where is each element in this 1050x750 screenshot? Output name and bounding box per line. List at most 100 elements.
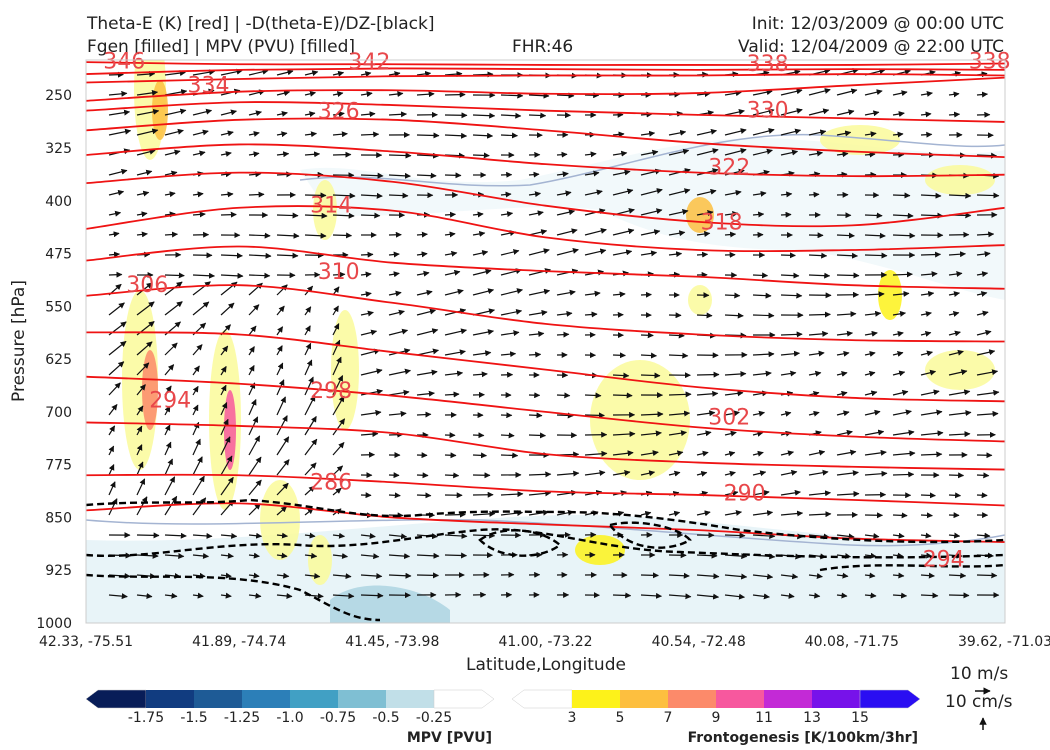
wind-vector-202	[388, 192, 409, 199]
wind-vector-161	[136, 169, 153, 176]
theta-e-label-298: 298	[310, 379, 352, 404]
wind-vector-120	[780, 128, 802, 136]
wind-vector-645	[248, 456, 262, 476]
wind-vector-610	[164, 441, 172, 456]
wind-vector-632	[780, 450, 794, 457]
wind-vector-805	[248, 572, 260, 579]
wind-vector-98	[164, 128, 184, 136]
wind-vector-355	[192, 281, 211, 296]
wind-vector-476	[892, 350, 904, 357]
wind-vector-501	[696, 371, 720, 378]
wind-vector-704	[108, 498, 118, 516]
wind-vector-523	[416, 390, 435, 397]
theta-e-label-330: 330	[747, 99, 789, 124]
wind-vector-386	[164, 301, 183, 316]
wind-vector-247	[752, 211, 765, 218]
theta-e-contour-322	[86, 143, 1005, 178]
wind-vector-771	[192, 552, 209, 559]
wind-vector-176	[556, 171, 569, 178]
wind-vector-479	[976, 349, 996, 356]
y-tick-700: 700	[45, 405, 72, 421]
wind-vector-589	[472, 432, 485, 439]
wind-vector-384	[108, 302, 125, 316]
wind-vector-564	[668, 410, 691, 417]
y-tick-1000: 1000	[36, 616, 72, 632]
wind-vector-248	[780, 211, 792, 218]
wind-vector-209	[584, 189, 603, 196]
wind-vector-561	[584, 412, 605, 419]
wind-vector-268	[444, 231, 456, 238]
wind-vector-491	[416, 369, 438, 376]
wind-vector-670	[948, 472, 965, 479]
wind-vector-101	[248, 131, 260, 137]
wind-vector-490	[388, 368, 411, 376]
wind-vector-456	[332, 339, 341, 356]
wind-vector-644	[220, 455, 233, 476]
fgen-tick-1: 5	[616, 710, 625, 726]
wind-vector-695	[752, 489, 770, 496]
wind-vector-309	[696, 251, 709, 258]
wind-vector-94	[948, 111, 961, 118]
wind-vector-719	[528, 509, 550, 516]
fgen-swatch-2	[620, 690, 668, 708]
wind-vector-105	[360, 131, 380, 138]
wind-vector-745	[360, 533, 376, 539]
wind-vector-811	[416, 572, 439, 579]
y-tick-625: 625	[45, 352, 72, 368]
fgen-blob-5	[224, 390, 236, 470]
wind-vector-129	[136, 148, 156, 156]
wind-vector-277	[696, 231, 711, 237]
x-tick-5: 40.08, -71.75	[805, 634, 899, 650]
wind-vector-474	[836, 350, 850, 357]
wind-vector-119	[752, 128, 775, 136]
wind-vector-141	[472, 152, 490, 159]
wind-vector-521	[360, 388, 383, 396]
wind-vector-505	[808, 370, 822, 377]
wind-vector-544	[108, 404, 118, 416]
wind-vector-828	[892, 572, 905, 579]
mpv-swatch-6	[386, 690, 434, 708]
wind-vector-197	[248, 191, 265, 198]
wind-vector-65	[136, 108, 160, 116]
wind-vector-322	[164, 272, 185, 279]
x-axis-ticks: 42.33, -75.51 41.89, -74.74 41.45, -73.98 4…	[39, 634, 1050, 650]
wind-vector-104	[332, 131, 348, 138]
wind-vector-585	[360, 431, 379, 438]
wind-vector-330	[388, 271, 400, 278]
wind-vector-226	[164, 211, 176, 218]
wind-vector-305	[584, 248, 607, 256]
wind-vector-405	[696, 312, 713, 319]
wind-vector-5	[248, 68, 269, 76]
wind-vector-411	[864, 310, 882, 317]
wind-vector-196	[220, 191, 234, 198]
theta-e-contour-326	[86, 117, 1005, 159]
wind-vector-484	[220, 365, 227, 376]
wind-vector-642	[164, 458, 173, 476]
wind-vector-726	[724, 510, 742, 516]
wind-vector-489	[360, 368, 383, 376]
theta-e-label-286: 286	[310, 470, 352, 495]
wind-vector-365	[472, 288, 495, 296]
wind-vector-231	[304, 212, 328, 219]
wind-vector-710	[276, 506, 288, 516]
wind-vector-400	[556, 310, 573, 317]
wind-vector-571	[864, 409, 881, 416]
wind-vector-835	[192, 592, 204, 599]
wind-vector-459	[416, 348, 439, 356]
wind-vector-512	[108, 382, 121, 396]
wind-vector-636	[892, 450, 916, 457]
wind-vector-682	[388, 492, 401, 499]
wind-vector-774	[276, 552, 288, 559]
wind-vector-449	[136, 341, 153, 356]
wind-vector-233	[360, 212, 381, 219]
wind-vector-153	[808, 150, 823, 157]
wind-vector-236	[444, 211, 456, 218]
wind-vector-114	[612, 131, 625, 138]
wind-vector-108	[444, 132, 468, 139]
wind-vector-99	[192, 129, 209, 136]
wind-vector-217	[808, 191, 820, 198]
wind-vector-160	[108, 168, 128, 176]
wind-vector-395	[416, 308, 436, 316]
x-tick-6: 39.62, -71.03	[958, 634, 1050, 650]
wind-vector-325	[248, 272, 271, 279]
